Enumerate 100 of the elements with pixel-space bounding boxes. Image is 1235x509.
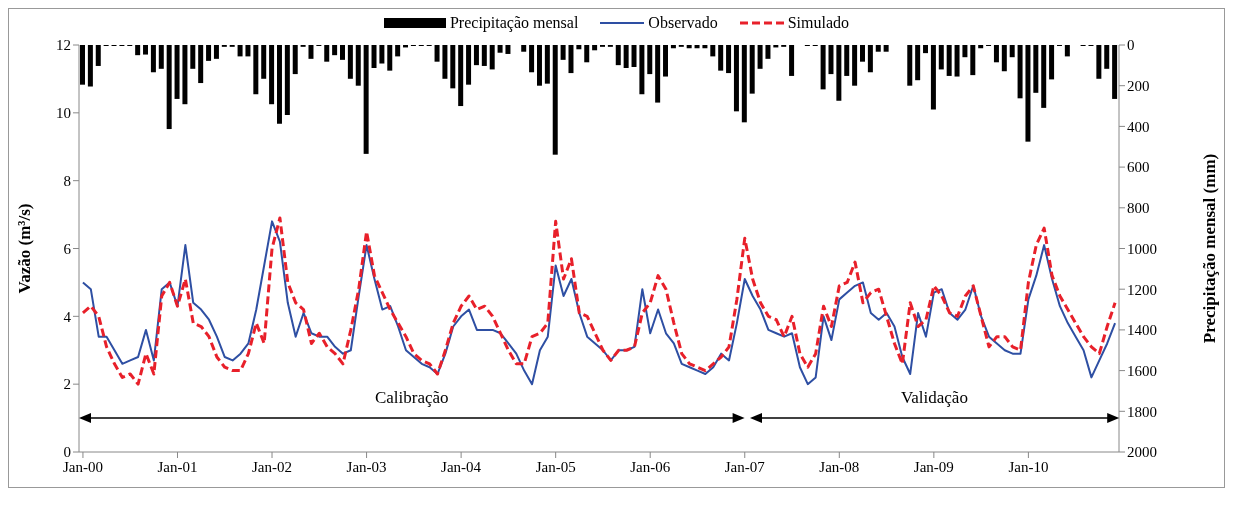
bar	[190, 45, 196, 69]
y2-tick-label: 800	[1127, 200, 1150, 217]
bar	[521, 45, 527, 52]
y2-tick-label: 400	[1127, 118, 1150, 135]
bar	[655, 45, 661, 103]
bar	[332, 45, 338, 56]
bar	[820, 45, 826, 90]
y2-tick-label: 200	[1127, 78, 1150, 95]
annotation: Validação	[900, 388, 968, 409]
bar	[702, 45, 708, 49]
bar	[324, 45, 330, 62]
bar	[245, 45, 251, 57]
bar	[340, 45, 345, 60]
annotation: Calibração	[374, 388, 449, 409]
bar	[1096, 45, 1102, 79]
bar	[387, 45, 393, 71]
bar	[505, 45, 511, 54]
bar	[395, 45, 401, 57]
bar	[458, 45, 464, 107]
y-tick-label: 8	[63, 172, 71, 189]
bar	[158, 45, 164, 69]
bar	[87, 45, 93, 87]
bar	[529, 45, 535, 73]
bar	[560, 45, 566, 60]
bar	[938, 45, 944, 70]
y-tick-label: 0	[63, 444, 71, 461]
y-axis-title: Vazão (m³/s)	[15, 203, 35, 294]
bar	[993, 45, 999, 63]
bar	[261, 45, 267, 79]
bar	[978, 45, 984, 49]
bar	[631, 45, 637, 67]
bar	[749, 45, 755, 94]
bar	[1017, 45, 1023, 99]
bar	[584, 45, 590, 63]
y2-tick-label: 1200	[1127, 281, 1157, 298]
y-tick-label: 4	[63, 308, 72, 325]
bar	[166, 45, 172, 130]
bar	[80, 45, 85, 85]
bar	[347, 45, 353, 79]
bar	[576, 45, 582, 50]
bar	[269, 45, 275, 105]
y-tick-label: 12	[56, 37, 71, 54]
bar	[379, 45, 385, 64]
bar	[946, 45, 952, 76]
bar	[592, 45, 598, 51]
legend-label: Observado	[648, 14, 718, 32]
bar	[552, 45, 558, 155]
y2-tick-label: 1800	[1127, 403, 1157, 420]
bar	[253, 45, 259, 95]
x-tick-label: Jan-09	[913, 459, 954, 475]
bar	[292, 45, 298, 75]
bar	[923, 45, 929, 54]
bar	[206, 45, 212, 61]
bar	[623, 45, 629, 68]
y2-axis-title: Precipitação mensal (mm)	[1200, 153, 1220, 344]
bar	[135, 45, 141, 56]
bar	[828, 45, 834, 75]
bar	[143, 45, 149, 55]
bar	[489, 45, 495, 70]
y2-tick-label: 1400	[1127, 322, 1157, 339]
bar	[860, 45, 865, 62]
bar	[473, 45, 479, 66]
bar	[694, 45, 700, 49]
bar	[442, 45, 448, 79]
bar	[1041, 45, 1047, 108]
bar	[450, 45, 456, 89]
bar	[284, 45, 290, 115]
bar	[536, 45, 542, 86]
bar	[434, 45, 440, 62]
x-tick-label: Jan-00	[62, 459, 103, 475]
bar	[371, 45, 377, 68]
bar	[95, 45, 101, 66]
bar	[308, 45, 314, 59]
bar	[663, 45, 669, 77]
x-tick-label: Jan-06	[630, 459, 671, 475]
bar	[726, 45, 732, 74]
bar	[1112, 45, 1118, 99]
bar	[1033, 45, 1039, 93]
bar	[355, 45, 361, 86]
bar	[466, 45, 472, 85]
legend-label: Precipitação mensal	[449, 14, 579, 32]
bar	[237, 45, 243, 57]
bar	[150, 45, 156, 73]
x-tick-label: Jan-01	[157, 459, 198, 475]
bar	[970, 45, 976, 76]
bar	[852, 45, 858, 86]
bar	[182, 45, 188, 105]
bar	[757, 45, 763, 69]
y2-tick-label: 1000	[1127, 240, 1157, 257]
bar	[915, 45, 921, 81]
y2-tick-label: 1600	[1127, 362, 1157, 379]
bar	[568, 45, 574, 74]
bar	[741, 45, 747, 123]
bar	[363, 45, 369, 154]
bar	[844, 45, 850, 76]
bar	[765, 45, 771, 59]
bar	[686, 45, 692, 49]
bar	[875, 45, 881, 52]
bar	[1064, 45, 1070, 57]
bar	[836, 45, 842, 101]
